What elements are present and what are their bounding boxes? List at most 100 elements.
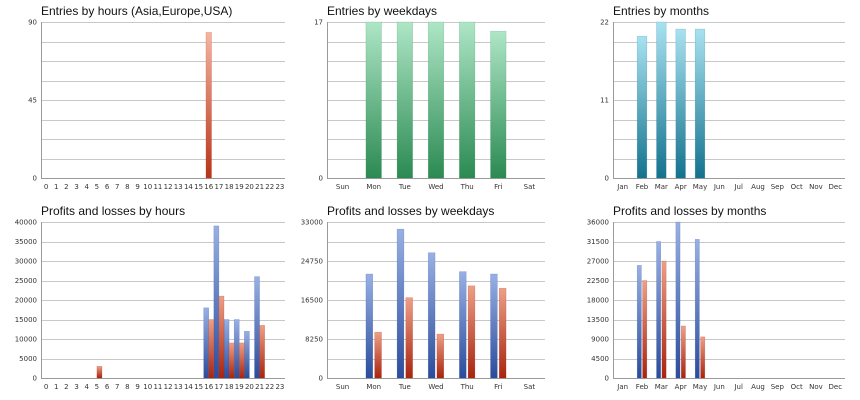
y-tick-label: 11 — [600, 97, 609, 105]
x-tick-label: Nov — [809, 383, 823, 391]
y-tick-label: 25000 — [15, 277, 37, 285]
x-tick-label: Jan — [616, 183, 628, 191]
x-tick-label: 6 — [105, 383, 110, 391]
x-tick-label: Feb — [636, 383, 649, 391]
bar — [700, 336, 706, 379]
x-tick-label: Apr — [675, 183, 687, 191]
x-tick-label: 18 — [225, 183, 234, 191]
bar — [396, 21, 413, 179]
x-tick-label: Wed — [428, 383, 443, 391]
x-tick-label: 4 — [85, 383, 90, 391]
bar — [694, 239, 700, 379]
x-tick-label: 9 — [135, 383, 139, 391]
x-tick-label: Sun — [336, 383, 349, 391]
x-tick-label: 2 — [64, 183, 68, 191]
x-tick-label: Thu — [460, 183, 474, 191]
x-tick-label: 22 — [265, 183, 274, 191]
x-tick-label: 5 — [95, 183, 99, 191]
x-tick-label: 21 — [255, 383, 264, 391]
x-tick-label: Thu — [460, 383, 474, 391]
x-tick-label: Oct — [791, 183, 803, 191]
chart-panel-1: Entries by hours (Asia,Europe,USA) 0 45 90 0… — [28, 4, 285, 191]
chart-title: Entries by months — [613, 4, 709, 18]
bar — [427, 252, 436, 379]
y-tick-label: 22 — [600, 19, 609, 27]
bar — [436, 333, 445, 379]
x-tick-label: Fri — [494, 383, 502, 391]
x-tick-label: Aug — [751, 383, 765, 391]
y-tick-label: 8250 — [305, 336, 323, 344]
bar — [205, 32, 212, 179]
bar — [675, 28, 686, 179]
x-tick-label: 5 — [95, 383, 99, 391]
x-tick-label: Wed — [428, 183, 443, 191]
x-tick-label: 15 — [194, 383, 203, 391]
bar — [656, 241, 661, 379]
bar — [405, 297, 413, 379]
x-tick-label: 10 — [143, 183, 152, 191]
x-tick-label: 14 — [184, 183, 193, 191]
y-tick-label: 17 — [314, 19, 323, 27]
x-tick-label: Fri — [494, 183, 502, 191]
x-tick-label: 23 — [275, 383, 284, 391]
y-tick-label: 0 — [319, 175, 323, 183]
y-tick-label: 45 — [28, 97, 37, 105]
bar — [498, 287, 507, 379]
bar — [490, 30, 507, 179]
x-tick-label: 2 — [64, 383, 68, 391]
y-tick-label: 16500 — [301, 297, 323, 305]
bar — [661, 260, 667, 379]
x-tick-label: 16 — [204, 183, 213, 191]
y-tick-label: 9000 — [591, 336, 609, 344]
x-tick-label: Oct — [791, 383, 803, 391]
bar — [223, 319, 230, 379]
bar — [636, 265, 642, 379]
x-tick-label: Tue — [398, 183, 411, 191]
x-tick-label: Sun — [336, 183, 349, 191]
x-tick-label: Aug — [751, 183, 765, 191]
x-tick-label: Apr — [675, 383, 687, 391]
x-tick-label: 12 — [164, 183, 173, 191]
x-tick-label: 13 — [174, 383, 183, 391]
y-tick-label: 27000 — [587, 258, 609, 266]
x-tick-label: 3 — [74, 183, 78, 191]
x-tick-label: 22 — [265, 383, 274, 391]
y-tick-label: 0 — [319, 375, 323, 383]
x-tick-label: Jun — [713, 183, 725, 191]
x-tick-label: Tue — [398, 383, 411, 391]
x-tick-label: Jul — [733, 183, 743, 191]
bar — [427, 21, 445, 179]
bar — [459, 271, 467, 379]
x-tick-label: 1 — [54, 383, 58, 391]
x-tick-label: 8 — [125, 383, 129, 391]
x-tick-label: Mar — [655, 183, 668, 191]
bar — [203, 307, 209, 379]
bar — [467, 285, 476, 379]
y-tick-label: 24750 — [301, 258, 323, 266]
y-tick-label: 35000 — [15, 238, 37, 246]
bar — [228, 342, 235, 379]
bar — [656, 21, 667, 179]
y-tick-label: 15000 — [15, 316, 37, 324]
x-tick-label: 7 — [115, 383, 119, 391]
x-tick-label: 7 — [115, 183, 119, 191]
x-tick-label: Sep — [771, 183, 785, 191]
bar — [642, 280, 648, 379]
y-tick-label: 33000 — [301, 219, 323, 227]
bar — [490, 273, 498, 379]
y-tick-label: 90 — [28, 19, 37, 27]
x-tick-label: 11 — [153, 383, 162, 391]
bar — [675, 221, 681, 379]
x-tick-label: 17 — [214, 183, 223, 191]
bar — [681, 325, 686, 379]
y-tick-label: 4500 — [591, 355, 609, 363]
y-tick-label: 0 — [33, 375, 37, 383]
bar — [365, 21, 382, 179]
bar — [254, 276, 260, 379]
chart-panel-2: Entries by weekdays 0 17 Sun Mon Tue Wed Thu Fri… — [314, 4, 545, 191]
x-tick-label: Jan — [616, 383, 628, 391]
x-tick-label: 15 — [194, 183, 203, 191]
y-tick-label: 10000 — [15, 336, 37, 344]
x-tick-label: 14 — [184, 383, 193, 391]
